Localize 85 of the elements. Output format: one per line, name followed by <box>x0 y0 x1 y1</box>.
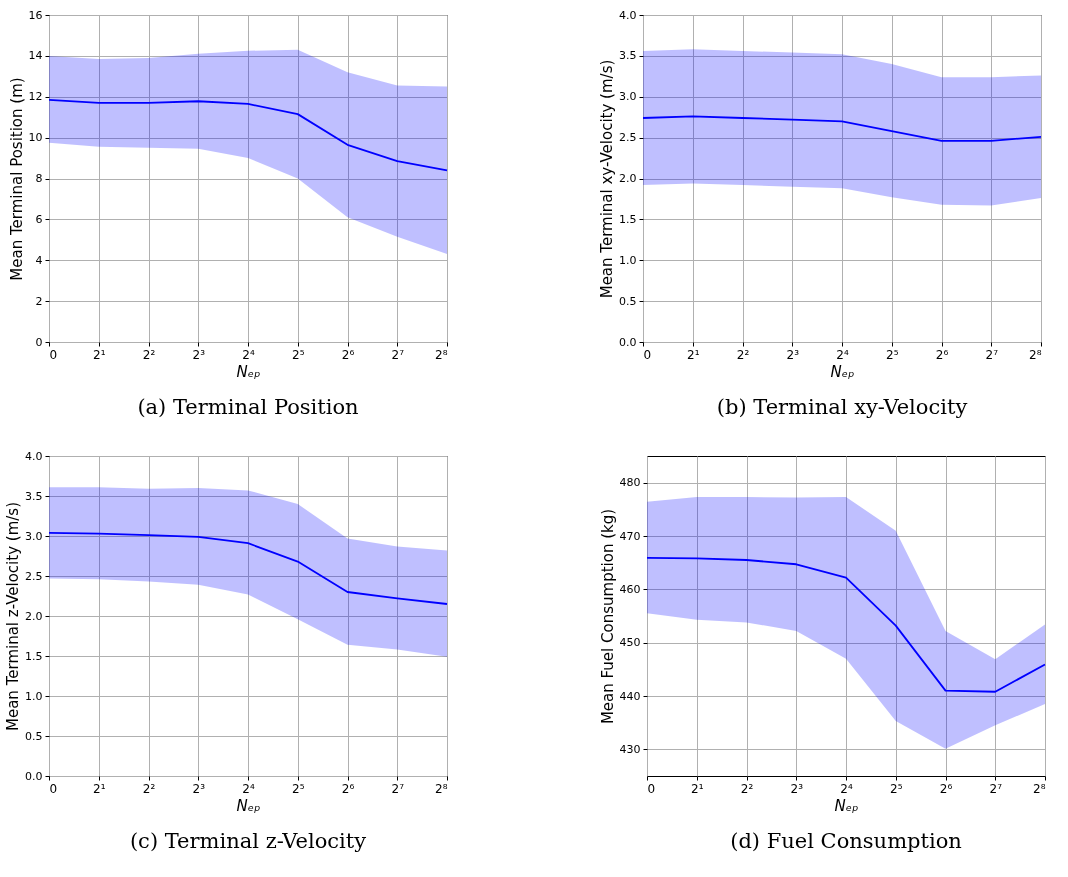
y-tick-label: 14 <box>28 49 43 63</box>
y-tick-label: 4 <box>35 253 43 267</box>
x-tick-label: 2³ <box>192 347 206 362</box>
y-tick-label: 6 <box>35 212 43 226</box>
y-tick-label: 16 <box>28 8 43 22</box>
y-axis-title: Mean Terminal xy-Velocity (m/s) <box>598 59 617 299</box>
line-series <box>48 531 448 605</box>
y-tick-label: 2.5 <box>619 131 637 145</box>
x-tick-label: 0 <box>49 347 58 362</box>
text: (b) Terminal xy-Velocity <box>716 395 968 419</box>
x-tick-label: 2¹ <box>93 347 106 362</box>
x-tick-label: 2⁷ <box>391 347 405 362</box>
y-tick-label: 430 <box>619 742 641 756</box>
y-axis-title: Mean Fuel Consumption (kg) <box>598 508 617 725</box>
line-series <box>646 556 1046 693</box>
y-tick-label: 2.0 <box>25 609 43 623</box>
y-tick-label: 440 <box>619 689 641 703</box>
y-tick-label: 2 <box>35 294 43 308</box>
y-tick-label: 10 <box>28 131 43 145</box>
x-axis-title: Nₑₚ <box>834 796 859 815</box>
x-tick-label: 2⁵ <box>886 347 899 362</box>
x-axis-title: Nₑₚ <box>830 362 855 381</box>
y-tick-label: 3.0 <box>25 529 43 543</box>
y-tick-label: 4.0 <box>25 449 43 463</box>
x-tick-label: 2³ <box>192 781 206 796</box>
y-tick-label: 1.5 <box>25 649 43 663</box>
y-tick-label: 12 <box>28 90 43 104</box>
y-axis-title: Mean Terminal z-Velocity (m/s) <box>4 502 23 731</box>
x-tick-label: 2⁸ <box>435 781 448 796</box>
y-tick-label: 0.0 <box>619 335 637 349</box>
x-tick-label: 2⁵ <box>890 781 903 796</box>
x-tick-label: 2⁷ <box>989 781 1003 796</box>
y-tick-label: 0.0 <box>25 769 43 783</box>
x-tick-label: 2⁴ <box>242 781 255 796</box>
x-tick-label: 2² <box>142 347 156 362</box>
x-tick-label: 2¹ <box>691 781 704 796</box>
y-tick-label: 3.0 <box>619 90 637 104</box>
x-tick-label: 2¹ <box>687 347 700 362</box>
line-series <box>48 98 448 172</box>
text: (d) Fuel Consumption <box>730 829 962 853</box>
x-tick-label: 2⁴ <box>242 347 255 362</box>
x-tick-label: 2⁸ <box>1029 347 1042 362</box>
x-tick-label: 2⁶ <box>341 347 355 362</box>
x-tick-label: 2² <box>142 781 156 796</box>
y-tick-label: 1.0 <box>25 689 43 703</box>
y-tick-label: 8 <box>35 172 43 185</box>
line-series <box>642 115 1042 142</box>
x-tick-label: 2² <box>740 781 754 796</box>
x-axis-title: Nₑₚ <box>236 796 261 815</box>
x-tick-label: 2⁶ <box>935 347 949 362</box>
y-tick-label: 470 <box>619 529 641 543</box>
x-tick-label: 2¹ <box>93 781 106 796</box>
x-tick-label: 2³ <box>786 347 800 362</box>
y-tick-label: 4.0 <box>619 8 637 22</box>
y-tick-label: 2.5 <box>25 569 43 583</box>
y-tick-label: 480 <box>619 476 641 490</box>
y-tick-label: 1.5 <box>619 212 637 226</box>
x-tick-label: 2⁷ <box>985 347 999 362</box>
y-axis-title: Mean Terminal Position (m) <box>7 77 26 281</box>
y-tick-label: 0.5 <box>25 729 43 743</box>
y-tick-label: 1.0 <box>619 253 637 267</box>
y-tick-label: 0 <box>35 335 43 349</box>
x-tick-label: 2⁸ <box>435 347 448 362</box>
x-tick-label: 2⁷ <box>391 781 405 796</box>
y-tick-label: 0.5 <box>619 294 637 308</box>
x-tick-label: 0 <box>49 781 58 796</box>
x-tick-label: 2⁶ <box>341 781 355 796</box>
x-tick-label: 2⁵ <box>292 781 305 796</box>
y-tick-label: 460 <box>619 582 641 596</box>
x-axis-title: Nₑₚ <box>236 362 261 381</box>
x-tick-label: 2⁴ <box>836 347 849 362</box>
x-tick-label: 0 <box>643 347 652 362</box>
x-tick-label: 2³ <box>790 781 804 796</box>
x-tick-label: 2⁵ <box>292 347 305 362</box>
x-tick-label: 2⁶ <box>939 781 953 796</box>
y-tick-label: 2.0 <box>619 172 637 185</box>
x-tick-label: 0 <box>647 781 656 796</box>
y-tick-label: 450 <box>619 636 641 650</box>
y-tick-label: 3.5 <box>619 49 637 63</box>
y-tick-label: 3.5 <box>25 489 43 503</box>
x-tick-label: 2² <box>736 347 750 362</box>
text: (a) Terminal Position <box>137 395 359 419</box>
x-tick-label: 2⁸ <box>1033 781 1046 796</box>
x-tick-label: 2⁴ <box>840 781 853 796</box>
text: (c) Terminal z-Velocity <box>129 829 367 853</box>
